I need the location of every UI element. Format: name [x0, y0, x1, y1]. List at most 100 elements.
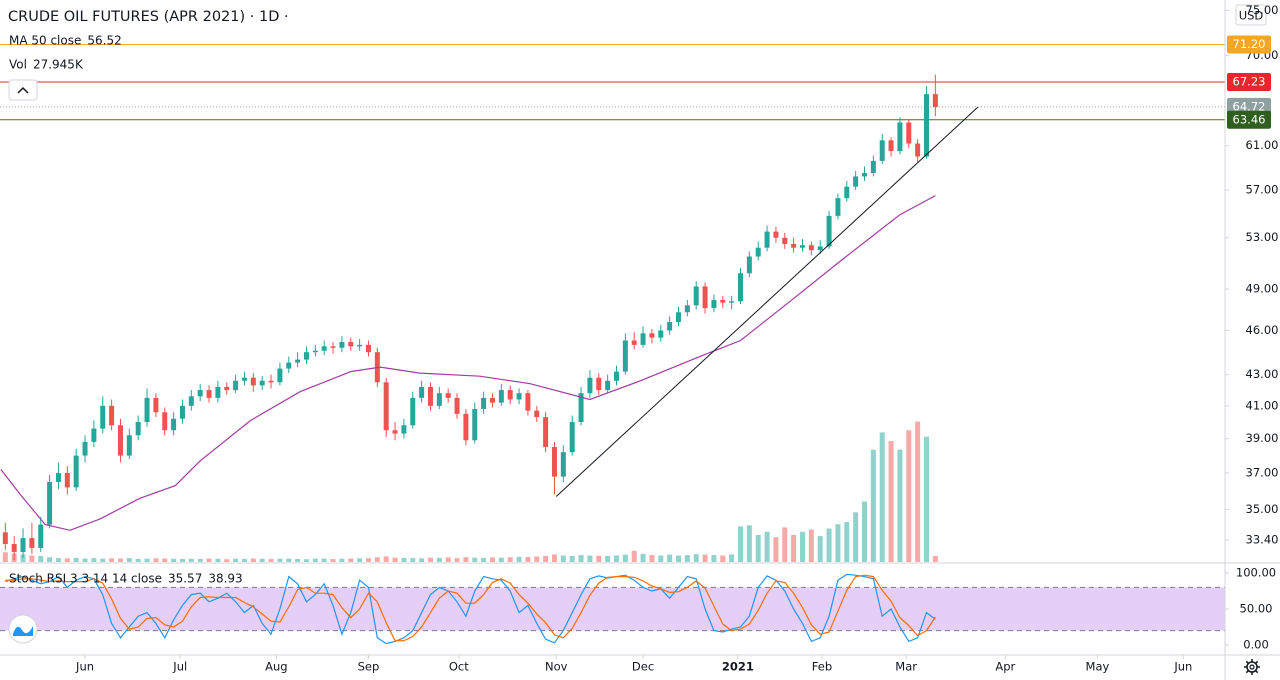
candle-body — [330, 346, 336, 348]
candle-body — [861, 173, 867, 177]
candle-body — [312, 350, 318, 353]
candle-body — [826, 215, 832, 247]
volume-bar — [454, 558, 460, 562]
volume-bar — [489, 557, 495, 562]
logo-icon — [13, 626, 33, 636]
candle-body — [215, 386, 221, 398]
volume-bar — [29, 555, 35, 562]
volume-bar — [445, 557, 451, 562]
volume-bar — [932, 555, 938, 562]
candle-body — [383, 382, 389, 431]
y-tick-label: 53.00 — [1246, 230, 1279, 244]
volume-bar — [888, 441, 894, 562]
candle-body — [233, 380, 239, 391]
candle-body — [55, 473, 61, 482]
collapse-icon — [17, 86, 29, 94]
candle-body — [906, 122, 912, 144]
price-tag — [1227, 110, 1271, 129]
volume-bar — [312, 558, 318, 562]
candle-body — [20, 538, 26, 552]
volume-bar — [91, 558, 97, 562]
volume-bar — [100, 558, 106, 562]
candle-body — [667, 321, 673, 331]
candle-body — [879, 140, 885, 161]
candle-body — [286, 362, 292, 369]
y-tick-label: 43.00 — [1246, 367, 1279, 381]
volume-bar — [560, 555, 566, 562]
candle-body — [560, 452, 566, 477]
candle-body — [303, 352, 309, 360]
volume-bar — [507, 557, 513, 562]
volume-bar — [73, 557, 79, 562]
candle-body — [746, 256, 752, 274]
candle-body — [622, 340, 628, 372]
volume-bar — [330, 558, 336, 562]
volume-bar — [215, 558, 221, 562]
price-layer — [0, 74, 979, 645]
volume-bar — [498, 557, 504, 562]
x-tick-label: Nov — [545, 660, 568, 674]
x-tick-label: Feb — [812, 660, 832, 674]
volume-legend-value: 27.945K — [33, 58, 84, 72]
volume-bar — [55, 558, 61, 562]
volume-bar — [481, 557, 487, 562]
volume-bar — [268, 558, 274, 562]
candle-body — [932, 94, 938, 107]
candle-body — [693, 286, 699, 306]
candle-body — [427, 386, 433, 406]
volume-bar — [906, 430, 912, 562]
candle-body — [498, 390, 504, 403]
volume-bar — [782, 527, 788, 562]
volume-bar — [162, 558, 168, 562]
volume-bar — [764, 531, 770, 562]
price-tag — [1227, 73, 1271, 92]
volume-bar — [277, 558, 283, 562]
volume-bar — [649, 555, 655, 562]
candle-body — [924, 94, 930, 157]
candle-body — [171, 418, 177, 431]
candle-body — [38, 524, 44, 548]
candle-body — [73, 455, 79, 488]
y-tick-label: 41.00 — [1246, 398, 1279, 412]
volume-bar — [357, 558, 363, 562]
settings-button[interactable] — [1244, 659, 1260, 675]
volume-bar — [188, 558, 194, 562]
candle-body — [82, 441, 88, 456]
volume-bar — [427, 557, 433, 562]
candle-body — [206, 390, 212, 398]
gear-hub — [1249, 664, 1255, 670]
candle-body — [454, 397, 460, 414]
candle-body — [224, 386, 230, 391]
volume-bar — [613, 555, 619, 562]
stoch-legend-name: Stoch RSI 3 3 14 14 close — [9, 572, 162, 586]
stoch-band-layer — [0, 586, 1225, 632]
volume-bar — [605, 555, 611, 562]
volume-bar — [569, 555, 575, 562]
stoch-band-fill — [0, 587, 1225, 631]
candle-body — [543, 417, 549, 448]
moving-average-line — [0, 195, 936, 531]
volume-bar — [348, 558, 354, 562]
candle-body — [419, 386, 425, 398]
candle-body — [392, 430, 398, 434]
volume-bar — [853, 512, 859, 562]
x-tick-label: Apr — [995, 660, 1015, 674]
currency-box[interactable] — [1235, 4, 1267, 26]
candle-body — [348, 341, 354, 347]
candle-body — [755, 247, 761, 257]
candle-body — [357, 344, 363, 347]
candle-body — [870, 160, 876, 174]
candle-body — [737, 273, 743, 302]
volume-bar — [135, 558, 141, 562]
candle-body — [631, 340, 637, 345]
candle-body — [135, 421, 141, 436]
candle-body — [436, 393, 442, 406]
volume-bar — [241, 558, 247, 562]
volume-bar — [295, 558, 301, 562]
volume-bar — [737, 526, 743, 562]
candle-body — [835, 198, 841, 216]
collapse-button[interactable] — [8, 79, 38, 101]
candle-body — [640, 333, 646, 345]
volume-layer — [0, 43, 1225, 562]
y-tick-label: 35.00 — [1246, 502, 1279, 516]
